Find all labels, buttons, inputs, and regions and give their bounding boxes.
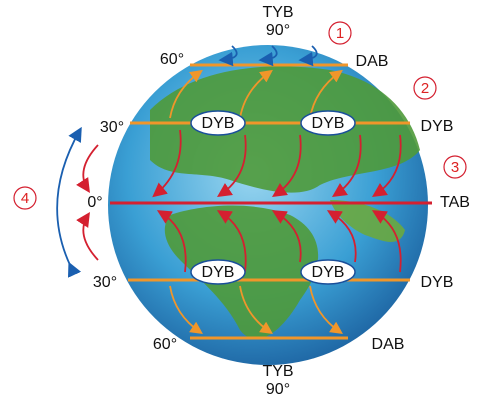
belt-ovals <box>190 110 356 285</box>
label: DAB <box>372 336 405 353</box>
label: 0° <box>87 194 102 211</box>
label: DYB <box>421 274 454 291</box>
marker-number: 1 <box>336 25 344 42</box>
label: 30° <box>100 119 124 136</box>
marker-number: 2 <box>421 80 429 97</box>
label: TYB <box>262 4 293 21</box>
label: 30° <box>93 274 117 291</box>
globe <box>108 45 428 365</box>
label: 60° <box>160 51 184 68</box>
marker-number: 4 <box>21 190 29 207</box>
marker-number: 3 <box>451 159 459 176</box>
label: 60° <box>153 336 177 353</box>
label: DYB <box>202 115 235 132</box>
label: DYB <box>202 264 235 281</box>
marker-circles <box>13 21 467 210</box>
label: TAB <box>440 194 470 211</box>
label: 90° <box>266 22 290 39</box>
label: DYB <box>312 264 345 281</box>
label: DAB <box>356 53 389 70</box>
label: DYB <box>312 115 345 132</box>
label: 90° <box>266 381 290 398</box>
label: DYB <box>421 118 454 135</box>
wind-arrows <box>56 45 402 335</box>
label: TYB <box>262 363 293 380</box>
